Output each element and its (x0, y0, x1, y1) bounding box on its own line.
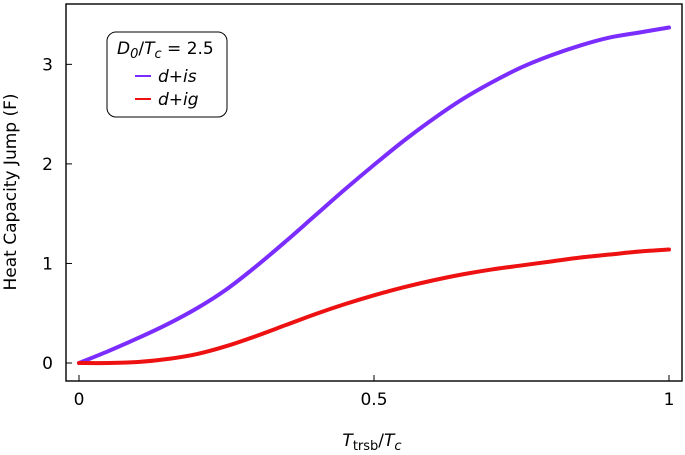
x-label-sep: / (378, 431, 384, 451)
legend-header-main: D (117, 39, 130, 59)
y-tick-label: 1 (42, 254, 53, 274)
series-group (77, 25, 671, 366)
y-tick-label: 2 (42, 155, 53, 175)
legend-header-sep: / (138, 39, 144, 59)
x-tick-label: 0.5 (360, 390, 387, 410)
x-label-main2: T (384, 431, 396, 451)
x-tick-label: 1 (664, 390, 675, 410)
legend-header: D0/Tc = 2.5 (117, 39, 214, 62)
x-label-sub: trsb (353, 439, 378, 454)
x-label-sub2: c (394, 439, 401, 454)
legend-label-d-ig: d+ig (158, 90, 199, 110)
legend-header-sub: 0 (130, 47, 138, 62)
legend-header-rest: = 2.5 (162, 39, 214, 59)
series-line-d-is (77, 25, 671, 365)
y-tick-label: 3 (42, 55, 53, 75)
x-tick-label: 0 (74, 390, 85, 410)
legend-label-d-is: d+is (158, 67, 197, 87)
legend-header-main2: T (144, 39, 156, 59)
legend: D0/Tc = 2.5 d+is d+ig (106, 31, 228, 118)
legend-box (106, 31, 228, 118)
x-label-main: T (342, 431, 354, 451)
tick-group: 0 0.5 1 0 1 2 3 (42, 55, 674, 410)
legend-header-sub2: c (155, 47, 162, 62)
x-axis-label: Ttrsb/Tc (342, 431, 401, 454)
series-line-d-ig (77, 247, 671, 366)
y-tick-label: 0 (42, 354, 53, 374)
y-axis-label: Heat Capacity Jump (F) (1, 93, 21, 290)
